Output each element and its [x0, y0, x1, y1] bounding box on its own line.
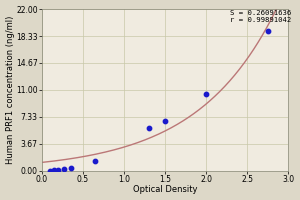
Point — [163, 119, 167, 122]
Point — [48, 169, 52, 172]
Point — [93, 160, 98, 163]
Point — [52, 169, 57, 172]
Y-axis label: Human PRF1 concentration (ng/ml): Human PRF1 concentration (ng/ml) — [6, 16, 15, 164]
Point — [68, 166, 73, 170]
Point — [204, 92, 208, 95]
Text: S = 0.26091636
r = 0.99891042: S = 0.26091636 r = 0.99891042 — [230, 10, 291, 23]
Point — [61, 168, 66, 171]
Point — [56, 168, 61, 172]
Point — [146, 127, 151, 130]
Point — [266, 30, 270, 33]
X-axis label: Optical Density: Optical Density — [133, 185, 197, 194]
